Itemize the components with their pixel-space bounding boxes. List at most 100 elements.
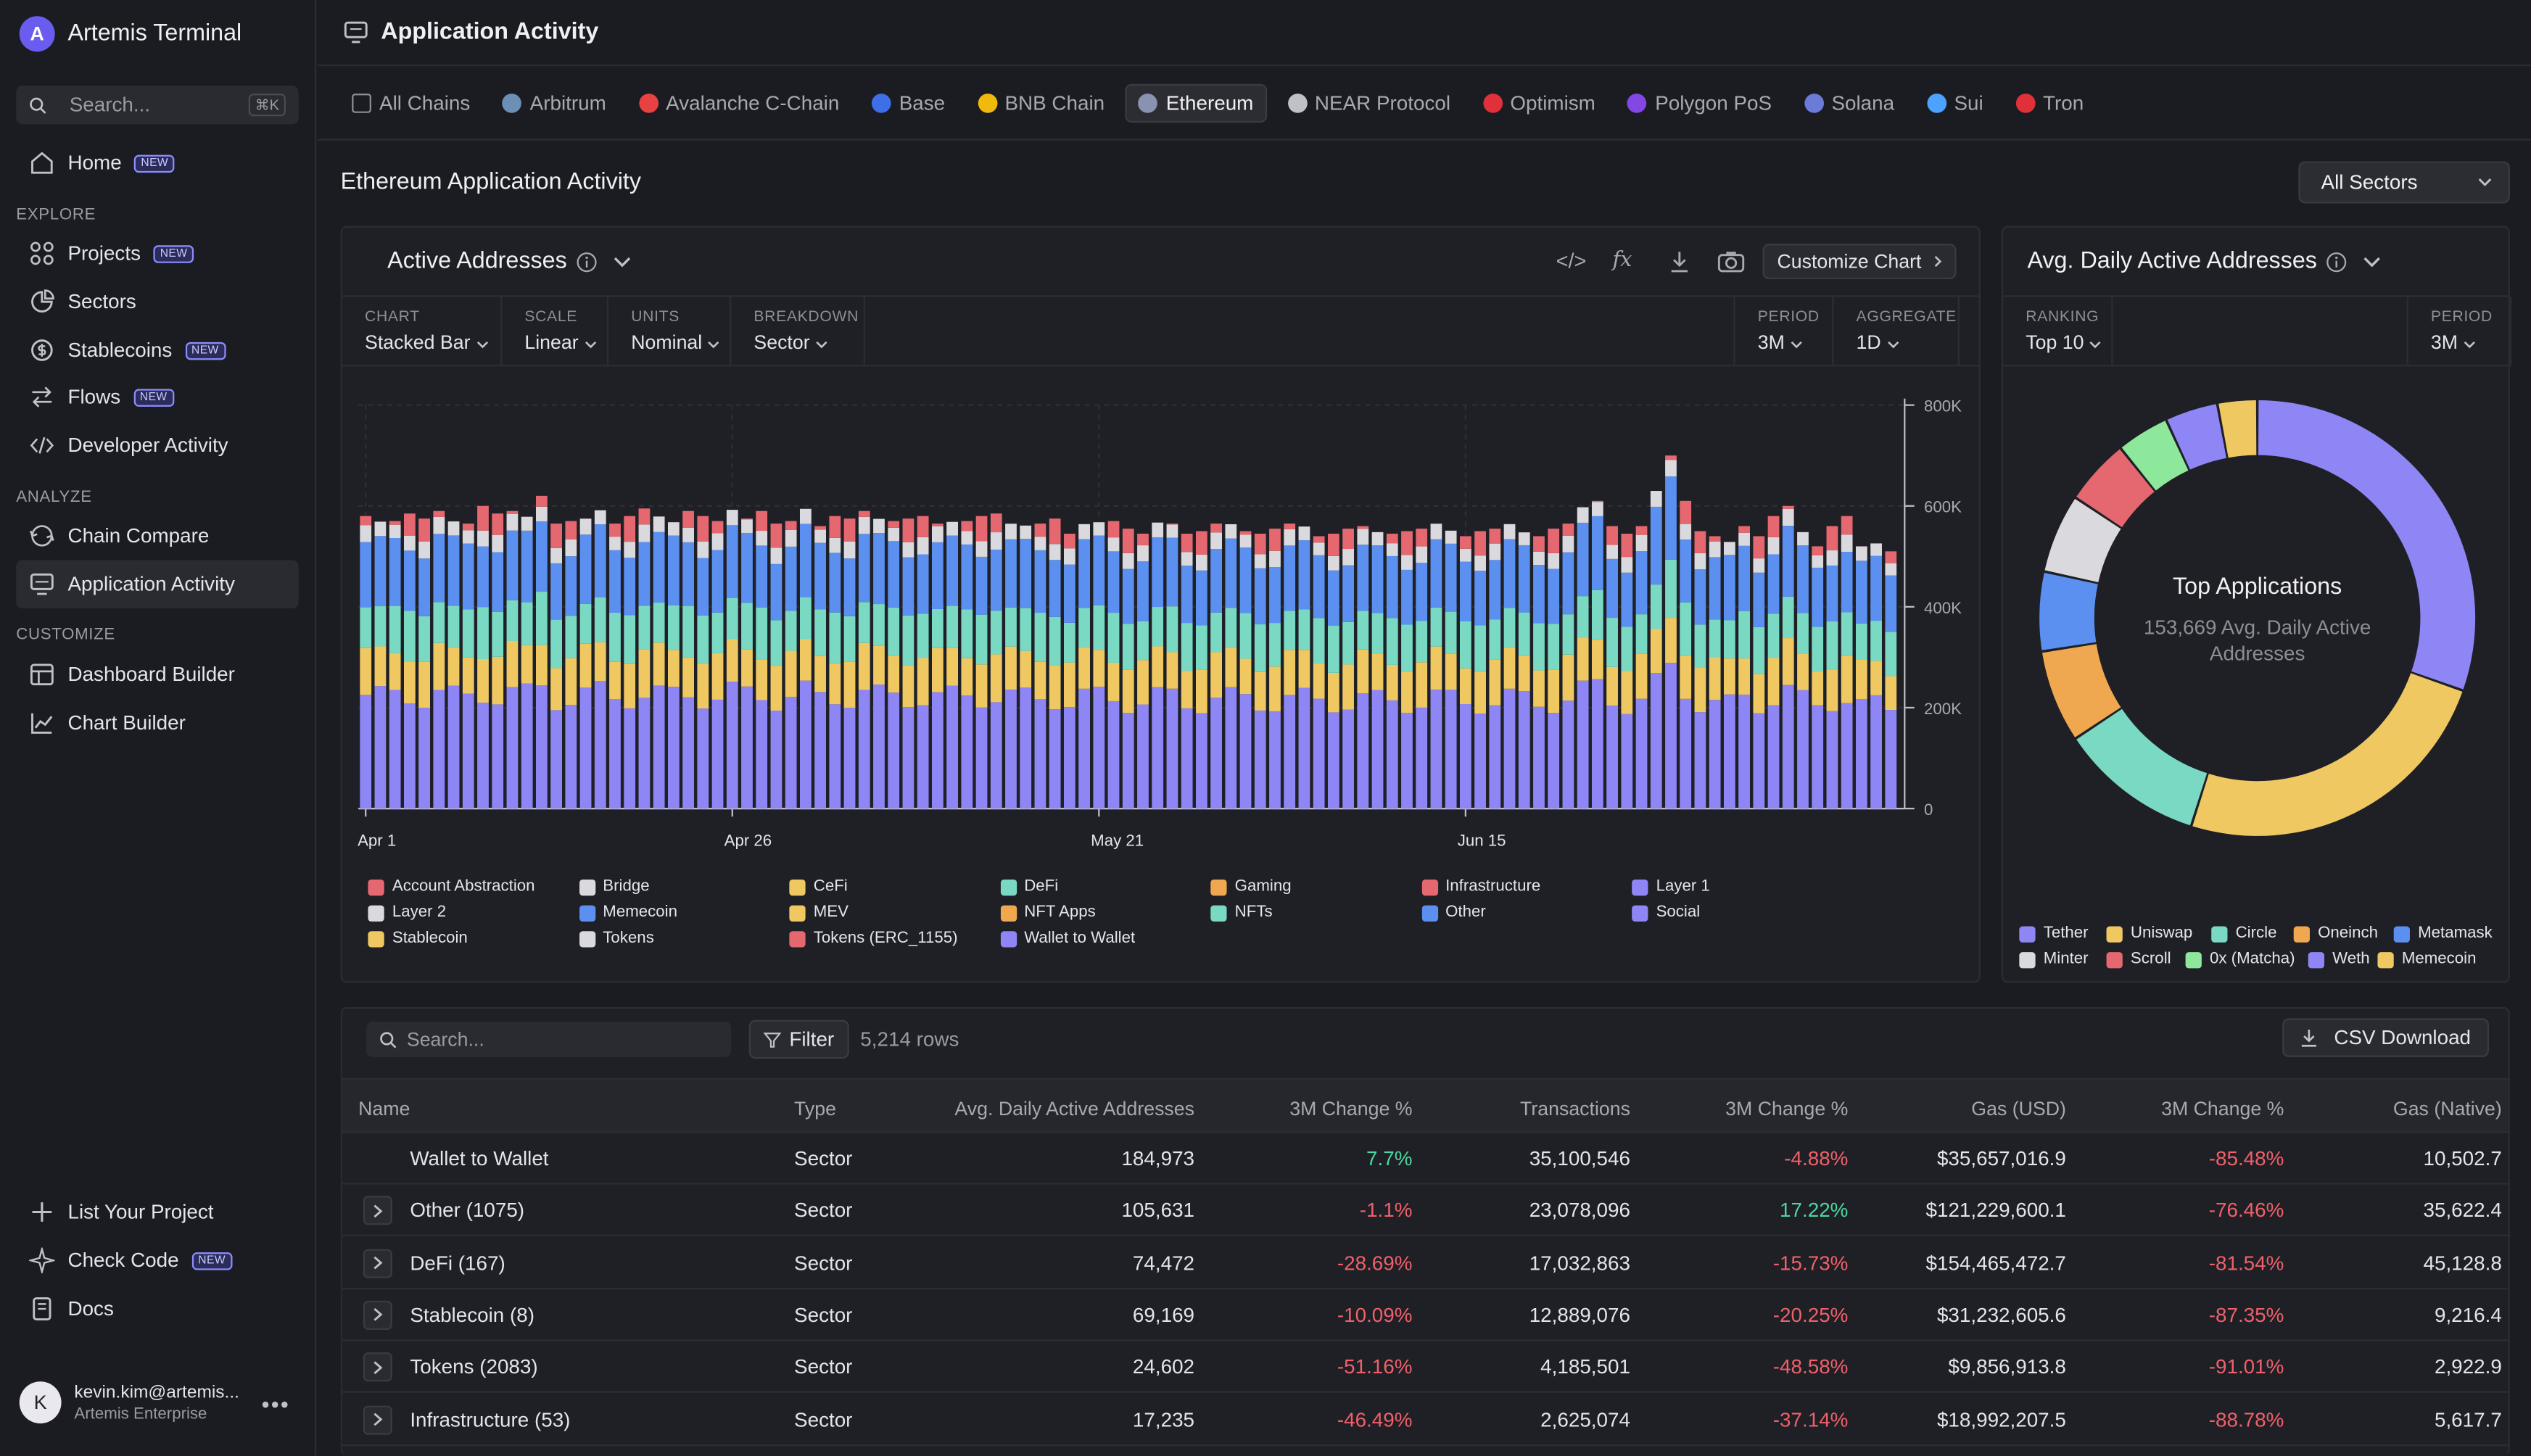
column-header[interactable]: Name [358, 1097, 410, 1120]
legend-item[interactable]: Social [1632, 903, 1700, 922]
column-header[interactable]: Avg. Daily Active Addresses [954, 1097, 1195, 1120]
column-header[interactable]: Transactions [1520, 1097, 1630, 1120]
legend-item[interactable]: Bridge [578, 878, 650, 895]
table-row[interactable]: Stablecoin (8) Sector 69,169 -10.09% 12,889,… [342, 1289, 2509, 1341]
expand-row-button[interactable] [363, 1196, 392, 1225]
legend-item[interactable]: CeFi [789, 878, 848, 895]
sidebar-item-dashboard-builder[interactable]: Dashboard Builder [16, 650, 298, 699]
tab-chain-optimism[interactable]: Optimism [1471, 83, 1606, 122]
table-row[interactable]: Other (1075) Sector 105,631 -1.1% 23,078,096… [342, 1185, 2509, 1237]
table-search-input[interactable]: Search... [366, 1021, 732, 1057]
control-period[interactable]: PERIOD 3M [2406, 297, 2512, 367]
sidebar-item-chain-compare[interactable]: Chain Compare [16, 512, 298, 561]
column-header[interactable]: 3M Change % [1725, 1097, 1849, 1120]
control-breakdown[interactable]: BREAKDOWN Sector [731, 297, 865, 367]
legend-item[interactable]: Other [1421, 903, 1486, 922]
info-icon[interactable] [2326, 251, 2348, 272]
tab-chain-near-protocol[interactable]: NEAR Protocol [1276, 83, 1462, 122]
more-options-icon[interactable]: ••• [261, 1391, 290, 1418]
expand-row-button[interactable] [363, 1405, 392, 1434]
sector-select[interactable]: All Sectors [2298, 161, 2510, 204]
tab-chain-base[interactable]: Base [860, 83, 956, 122]
table-row[interactable]: Tokens (2083) Sector 24,602 -51.16% 4,185,50… [342, 1341, 2509, 1394]
expand-row-button[interactable] [363, 1352, 392, 1382]
control-aggregate[interactable]: AGGREGATE 1D [1833, 297, 1960, 367]
sidebar-item-sectors[interactable]: Sectors [16, 278, 298, 326]
donut-legend-item[interactable]: Scroll [2106, 951, 2171, 968]
top-applications-donut[interactable] [2003, 366, 2511, 898]
formula-icon[interactable]: fx [1612, 248, 1632, 273]
legend-item[interactable]: Infrastructure [1421, 878, 1540, 895]
sidebar-item-docs[interactable]: Docs [16, 1285, 298, 1333]
sidebar-item-stablecoins[interactable]: Stablecoins NEW [16, 326, 298, 375]
brand[interactable]: A Artemis Terminal [19, 15, 241, 53]
column-header[interactable]: Gas (Native) [2392, 1097, 2502, 1120]
donut-legend-item[interactable]: Minter [2019, 951, 2089, 968]
active-addresses-chart[interactable]: 0 200K 400K 600K 800K Apr 1 Apr 26 May 21 Jun 15 [342, 366, 1982, 915]
csv-download-button[interactable]: CSV Download [2282, 1018, 2489, 1057]
column-header[interactable]: 3M Change % [2161, 1097, 2284, 1120]
legend-item[interactable]: Tokens (ERC_1155) [789, 930, 958, 947]
sidebar-item-developer-activity[interactable]: Developer Activity [16, 421, 298, 470]
chevron-down-icon[interactable] [614, 256, 631, 268]
legend-item[interactable]: Tokens [578, 930, 654, 947]
sidebar-item-flows[interactable]: Flows NEW [16, 373, 298, 421]
info-icon[interactable] [577, 251, 598, 272]
embed-code-icon[interactable]: </> [1556, 248, 1587, 273]
tab-chain-bnb-chain[interactable]: BNB Chain [966, 83, 1116, 122]
legend-item[interactable]: NFTs [1210, 903, 1273, 922]
legend-item[interactable]: Memecoin [578, 903, 677, 922]
tab-chain-avalanche-c-chain[interactable]: Avalanche C-Chain [627, 83, 851, 122]
sidebar-item-list-your-project[interactable]: List Your Project [16, 1188, 298, 1236]
legend-item[interactable]: Account Abstraction [368, 878, 535, 895]
sidebar-item-chart-builder[interactable]: Chart Builder [16, 699, 298, 748]
sidebar-item-check-code[interactable]: Check Code NEW [16, 1236, 298, 1285]
control-scale[interactable]: SCALE Linear [502, 297, 609, 367]
control-ranking[interactable]: RANKING Top 10 [2003, 297, 2113, 367]
tab-chain-tron[interactable]: Tron [2004, 83, 2095, 122]
table-row[interactable]: DeFi (167) Sector 74,472 -28.69% 17,032,863 -… [342, 1237, 2509, 1289]
control-units[interactable]: UNITS Nominal [608, 297, 732, 367]
user-profile[interactable]: K kevin.kim@artemis... Artemis Enterpris… [19, 1381, 239, 1424]
legend-item[interactable]: MEV [789, 903, 849, 922]
camera-icon[interactable] [1717, 250, 1745, 273]
donut-legend-item[interactable]: Weth [2308, 951, 2370, 968]
chart-title[interactable]: Active Addresses [387, 249, 632, 274]
tab-chain-polygon-pos[interactable]: Polygon PoS [1617, 83, 1783, 122]
legend-item[interactable]: NFT Apps [999, 903, 1096, 922]
donut-legend-item[interactable]: Oneinch [2293, 925, 2378, 943]
donut-legend-item[interactable]: Uniswap [2106, 925, 2192, 943]
legend-item[interactable]: Layer 2 [368, 903, 446, 922]
sidebar-item-application-activity[interactable]: Application Activity [16, 560, 299, 609]
control-period[interactable]: PERIOD 3M [1733, 297, 1834, 367]
tab-chain-sui[interactable]: Sui [1915, 83, 1994, 122]
legend-item[interactable]: Layer 1 [1632, 878, 1710, 895]
table-row[interactable]: Infrastructure (53) Sector 17,235 -46.49% 2,… [342, 1394, 2509, 1446]
table-row[interactable]: Wallet to Wallet Sector 184,973 7.7% 35,100,… [342, 1133, 2509, 1185]
tab-chain-all-chains[interactable]: All Chains [341, 83, 482, 122]
sidebar-item-home[interactable]: Home NEW [16, 138, 298, 187]
legend-item[interactable]: Gaming [1210, 878, 1292, 895]
download-icon[interactable] [1669, 250, 1690, 273]
expand-row-button[interactable] [363, 1248, 392, 1278]
donut-legend-item[interactable]: Circle [2211, 925, 2276, 943]
column-header[interactable]: 3M Change % [1289, 1097, 1413, 1120]
column-header[interactable]: Gas (USD) [1971, 1097, 2066, 1120]
legend-item[interactable]: Stablecoin [368, 930, 468, 947]
filter-button[interactable]: Filter [748, 1019, 849, 1059]
donut-legend-item[interactable]: Memecoin [2377, 951, 2477, 968]
sidebar-search-input[interactable]: Search... ⌘K [16, 85, 299, 125]
donut-legend-item[interactable]: Metamask [2393, 925, 2493, 943]
tab-chain-solana[interactable]: Solana [1793, 83, 1906, 122]
customize-chart-button[interactable]: Customize Chart [1762, 244, 1957, 280]
donut-legend-item[interactable]: 0x (Matcha) [2185, 951, 2295, 968]
legend-item[interactable]: Wallet to Wallet [999, 930, 1135, 947]
expand-row-button[interactable] [363, 1300, 392, 1330]
sidebar-item-projects[interactable]: Projects NEW [16, 229, 298, 278]
control-chart[interactable]: CHART Stacked Bar [342, 297, 503, 367]
donut-legend-item[interactable]: Tether [2019, 925, 2089, 943]
column-header[interactable]: Type [794, 1097, 836, 1120]
chevron-down-icon[interactable] [2363, 256, 2381, 268]
donut-title[interactable]: Avg. Daily Active Addresses [2027, 249, 2381, 274]
tab-chain-arbitrum[interactable]: Arbitrum [491, 83, 617, 122]
